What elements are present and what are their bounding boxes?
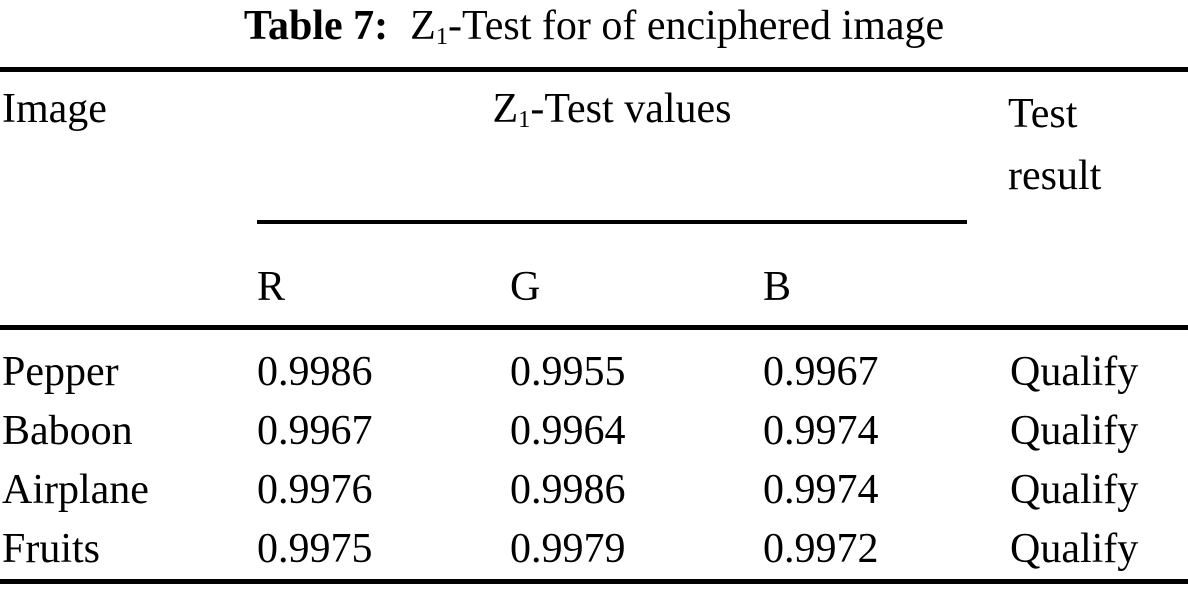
b-value-cell: 0.9972 [763, 526, 879, 572]
r-value-cell: 0.9986 [257, 349, 373, 395]
header-body-rule [0, 325, 1188, 330]
r-value-cell: 0.9976 [257, 467, 373, 513]
b-value-cell: 0.9974 [763, 408, 879, 454]
image-name-cell: Pepper [2, 349, 119, 395]
column-header-r: R [257, 264, 286, 310]
table-row: Pepper 0.9986 0.9955 0.9967 Qualify [0, 347, 1188, 406]
g-value-cell: 0.9964 [510, 408, 626, 454]
g-value-cell: 0.9979 [510, 526, 626, 572]
column-header-test-result: Test result [1008, 91, 1102, 199]
header-values-subscript: 1 [518, 106, 531, 134]
image-name-cell: Airplane [2, 467, 149, 513]
caption-label: Table 7: [243, 3, 389, 49]
caption-title-subscript: 1 [435, 23, 448, 51]
table-caption: Table 7: Z1-Test for of enciphered image [0, 1, 1188, 51]
header-values-z: Z [492, 86, 519, 132]
table-row: Fruits 0.9975 0.9979 0.9972 Qualify [0, 524, 1188, 583]
column-header-image: Image [2, 86, 107, 132]
table-row: Airplane 0.9976 0.9986 0.9974 Qualify [0, 465, 1188, 524]
r-value-cell: 0.9975 [257, 526, 373, 572]
top-rule [0, 67, 1188, 72]
g-value-cell: 0.9986 [510, 467, 626, 513]
test-result-cell: Qualify [1010, 467, 1139, 513]
test-values-span-rule [257, 220, 967, 224]
caption-title-z: Z [410, 3, 436, 49]
b-value-cell: 0.9974 [763, 467, 879, 513]
header-values-rest: -Test values [530, 86, 732, 132]
caption-title-rest: -Test for of enciphered image [448, 3, 945, 49]
test-result-cell: Qualify [1010, 349, 1139, 395]
image-name-cell: Fruits [2, 526, 101, 572]
test-result-cell: Qualify [1010, 408, 1139, 454]
table-row: Baboon 0.9967 0.9964 0.9974 Qualify [0, 406, 1188, 465]
bottom-rule [0, 579, 1188, 584]
test-result-cell: Qualify [1010, 526, 1139, 572]
column-header-b: B [763, 264, 792, 310]
b-value-cell: 0.9967 [763, 349, 879, 395]
r-value-cell: 0.9967 [257, 408, 373, 454]
g-value-cell: 0.9955 [510, 349, 626, 395]
column-header-test-values: Z1-Test values [257, 84, 967, 134]
image-name-cell: Baboon [2, 408, 133, 454]
column-header-g: G [510, 264, 541, 310]
